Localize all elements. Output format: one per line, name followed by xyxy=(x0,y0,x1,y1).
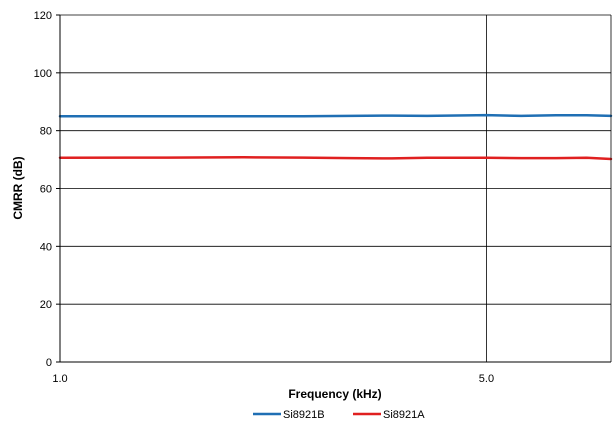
x-tick-label: 1.0 xyxy=(52,373,67,385)
axes xyxy=(56,14,612,363)
y-tick-label: 100 xyxy=(34,68,52,80)
y-tick-label: 40 xyxy=(40,241,52,253)
y-tick-label: 0 xyxy=(46,357,52,369)
x-tick-label: 5.0 xyxy=(479,373,494,385)
series-line-si8921a xyxy=(58,156,613,161)
series-line-si8921b xyxy=(58,113,613,118)
legend-label: Si8921A xyxy=(383,409,425,421)
legend: Si8921B Si8921A xyxy=(253,409,425,421)
tick-labels: 0 20 40 60 80 100 120 1.0 5.0 xyxy=(34,10,494,385)
y-tick-label: 80 xyxy=(40,126,52,138)
x-axis-title: Frequency (kHz) xyxy=(288,387,381,401)
y-tick-label: 20 xyxy=(40,299,52,311)
y-tick-label: 120 xyxy=(34,10,52,22)
y-axis-title: CMRR (dB) xyxy=(11,156,25,219)
y-tick-label: 60 xyxy=(40,184,52,196)
legend-label: Si8921B xyxy=(283,409,325,421)
gridlines xyxy=(60,15,611,362)
series-layer xyxy=(58,113,613,161)
